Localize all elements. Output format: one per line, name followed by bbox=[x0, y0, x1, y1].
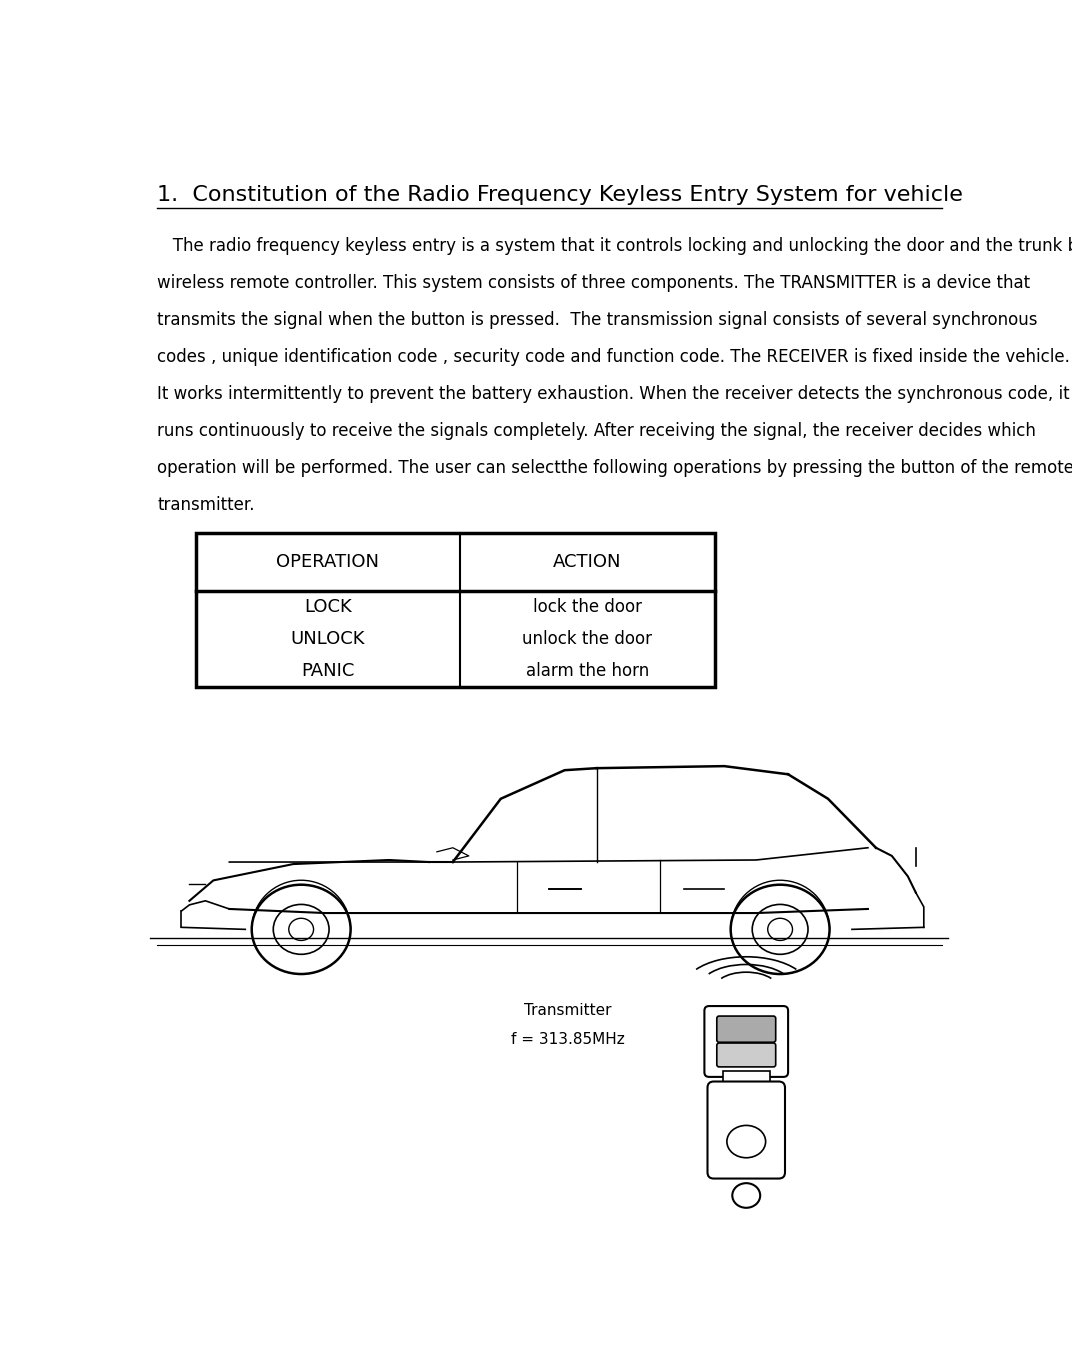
Ellipse shape bbox=[731, 885, 830, 974]
Bar bbox=[723, 1071, 770, 1090]
Text: UNLOCK: UNLOCK bbox=[291, 630, 364, 648]
Text: runs continuously to receive the signals completely. After receiving the signal,: runs continuously to receive the signals… bbox=[158, 421, 1037, 439]
Ellipse shape bbox=[252, 885, 351, 974]
Text: ACTION: ACTION bbox=[553, 554, 622, 572]
Text: LOCK: LOCK bbox=[303, 597, 352, 617]
Text: PANIC: PANIC bbox=[301, 663, 355, 681]
Ellipse shape bbox=[732, 1183, 760, 1207]
FancyBboxPatch shape bbox=[704, 1007, 788, 1078]
Text: codes , unique identification code , security code and function code. The RECEIV: codes , unique identification code , sec… bbox=[158, 348, 1070, 366]
Text: It works intermittently to prevent the battery exhaustion. When the receiver det: It works intermittently to prevent the b… bbox=[158, 385, 1070, 402]
Ellipse shape bbox=[768, 918, 792, 940]
Text: alarm the horn: alarm the horn bbox=[525, 663, 649, 681]
Text: wireless remote controller. This system consists of three components. The TRANSM: wireless remote controller. This system … bbox=[158, 274, 1030, 292]
Bar bbox=[196, 533, 715, 687]
Ellipse shape bbox=[753, 904, 808, 955]
Text: The radio frequency keyless entry is a system that it controls locking and unloc: The radio frequency keyless entry is a s… bbox=[158, 237, 1072, 255]
Text: unlock the door: unlock the door bbox=[522, 630, 653, 648]
Ellipse shape bbox=[273, 904, 329, 955]
Text: Transmitter: Transmitter bbox=[524, 1003, 612, 1018]
Text: operation will be performed. The user can selectthe following operations by pres: operation will be performed. The user ca… bbox=[158, 458, 1072, 476]
Text: 1.  Constitution of the Radio Frequency Keyless Entry System for vehicle: 1. Constitution of the Radio Frequency K… bbox=[158, 186, 963, 205]
FancyBboxPatch shape bbox=[717, 1016, 776, 1042]
FancyBboxPatch shape bbox=[717, 1043, 776, 1067]
Text: transmits the signal when the button is pressed.  The transmission signal consis: transmits the signal when the button is … bbox=[158, 311, 1038, 329]
Ellipse shape bbox=[288, 918, 314, 940]
FancyBboxPatch shape bbox=[708, 1082, 785, 1178]
Text: f = 313.85MHz: f = 313.85MHz bbox=[511, 1033, 625, 1048]
Text: lock the door: lock the door bbox=[533, 597, 642, 617]
Ellipse shape bbox=[727, 1125, 765, 1158]
Text: OPERATION: OPERATION bbox=[277, 554, 379, 572]
Text: transmitter.: transmitter. bbox=[158, 495, 255, 514]
